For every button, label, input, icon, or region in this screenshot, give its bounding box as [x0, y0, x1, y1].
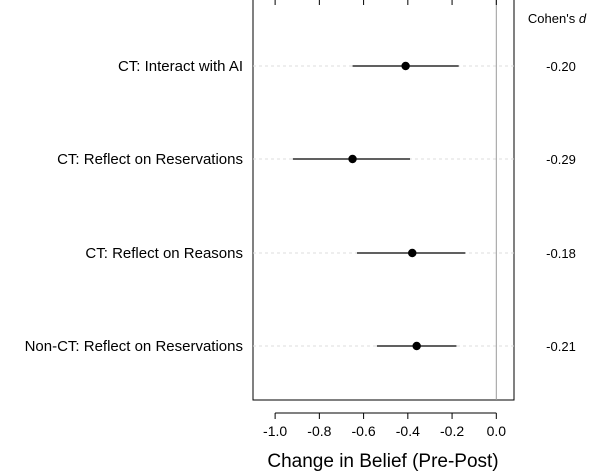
effect-size-value: -0.29: [546, 152, 576, 167]
x-tick-label: -0.6: [352, 423, 376, 439]
x-tick-label: -0.2: [440, 423, 464, 439]
x-tick-label: -1.0: [263, 423, 287, 439]
x-tick-label: -0.8: [307, 423, 331, 439]
x-axis-title: Change in Belief (Pre-Post): [267, 451, 498, 472]
top-axis-ticks: [274, 0, 497, 5]
effect-size-value: -0.18: [546, 246, 576, 261]
x-axis: -1.0 -0.8 -0.6 -0.4 -0.2 0.0: [263, 412, 507, 439]
effect-size-header-text: Cohen's: [528, 11, 576, 26]
row-labels: CT: Interact with AI CT: Reflect on Reser…: [25, 58, 243, 355]
point-estimate: [401, 61, 410, 71]
point-estimate: [412, 341, 421, 351]
effect-size-value: -0.21: [546, 339, 576, 354]
plot-frame: [252, 0, 515, 401]
effect-size-header-symbol: d: [579, 11, 587, 26]
row-label: Non-CT: Reflect on Reservations: [25, 338, 243, 355]
row-guides: [253, 65, 514, 347]
effect-size-value: -0.20: [546, 59, 576, 74]
x-tick-label: -0.4: [396, 423, 420, 439]
estimate-rows: [292, 61, 466, 351]
x-tick-label: 0.0: [487, 423, 507, 439]
row-label: CT: Reflect on Reasons: [85, 245, 243, 262]
effect-size-header: Cohen's d: [528, 11, 587, 26]
effect-size-labels: -0.20 -0.29 -0.18 -0.21: [546, 59, 576, 354]
point-estimate: [408, 248, 417, 258]
point-estimate: [348, 154, 357, 164]
row-label: CT: Interact with AI: [118, 58, 243, 75]
row-label: CT: Reflect on Reservations: [57, 151, 243, 168]
